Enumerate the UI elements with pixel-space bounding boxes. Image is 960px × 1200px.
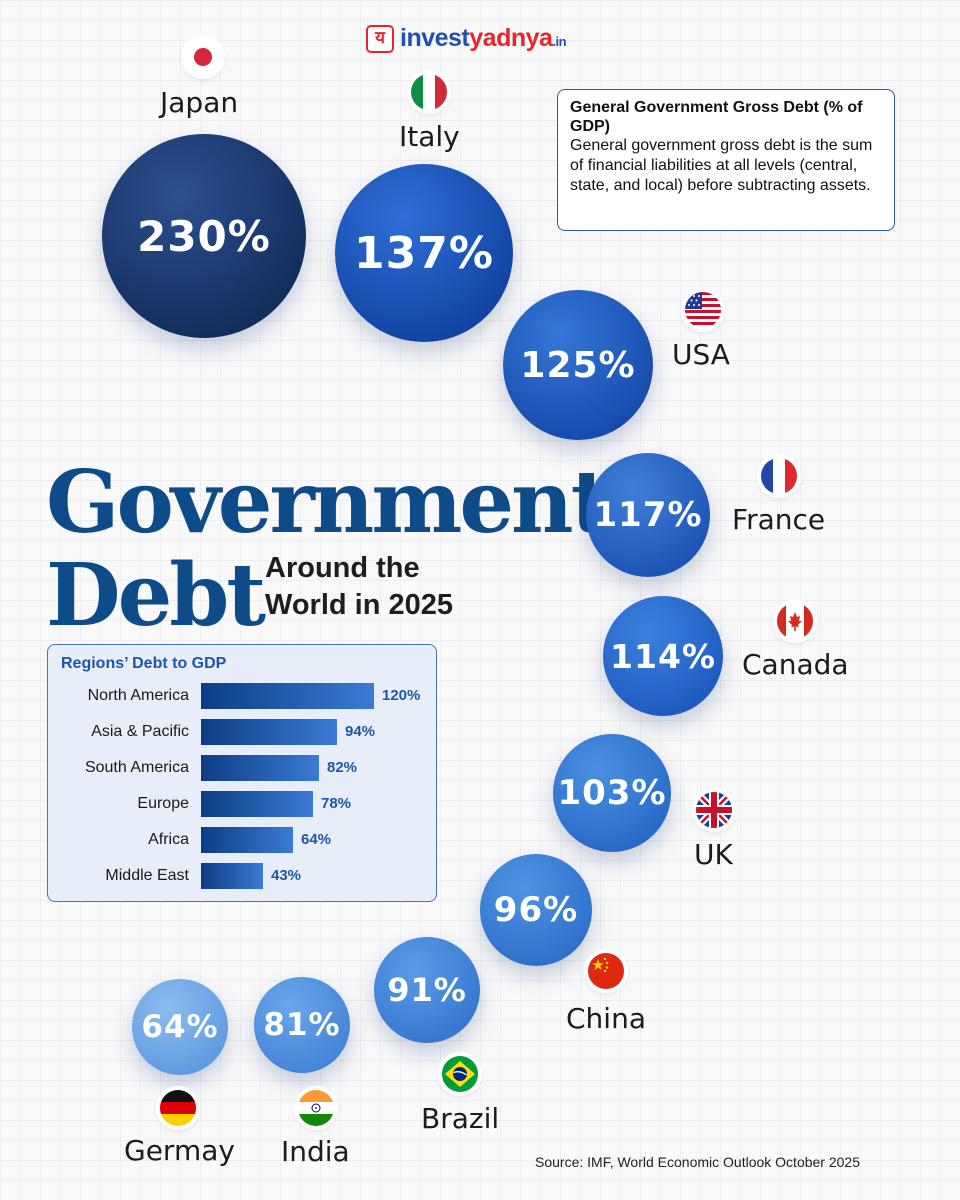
bar-row: Asia & Pacific 94% bbox=[48, 719, 436, 745]
italy-flag-icon bbox=[411, 74, 447, 110]
bar-row: Europe 78% bbox=[48, 791, 436, 817]
logo-text-suffix: .in bbox=[552, 34, 567, 49]
bar-value-label: 120% bbox=[382, 687, 421, 704]
bar-africa bbox=[201, 827, 293, 853]
bubble-canada: 114% bbox=[603, 596, 723, 716]
uk-flag-icon bbox=[696, 792, 732, 828]
bubble-value-india: 81% bbox=[263, 1007, 341, 1043]
bar-row: North America 120% bbox=[48, 683, 436, 709]
headline-subtitle: Around the World in 2025 bbox=[265, 552, 454, 621]
bar-row: Africa 64% bbox=[48, 827, 436, 853]
country-label-brazil: Brazil bbox=[421, 1102, 500, 1135]
bar-value-label: 94% bbox=[345, 723, 376, 740]
bar-north-america bbox=[201, 683, 374, 709]
bubble-india: 81% bbox=[254, 977, 350, 1073]
bubble-china: 96% bbox=[480, 854, 592, 966]
brand-logo: य investyadnya.in bbox=[366, 24, 567, 53]
source-note: Source: IMF, World Economic Outlook Octo… bbox=[535, 1154, 860, 1170]
bubble-value-canada: 114% bbox=[610, 636, 716, 676]
bar-value-label: 82% bbox=[327, 759, 358, 776]
definition-title: General Government Gross Debt (% of GDP) bbox=[570, 99, 863, 135]
definition-body: General government gross debt is the sum… bbox=[570, 137, 873, 194]
bar-category-label: Europe bbox=[137, 795, 189, 812]
bubble-value-uk: 103% bbox=[557, 773, 667, 813]
china-flag-icon bbox=[588, 953, 624, 989]
logo-mark-glyph: य bbox=[375, 28, 385, 48]
bar-europe bbox=[201, 791, 313, 817]
bubble-value-germay: 64% bbox=[141, 1009, 219, 1045]
country-label-india: India bbox=[281, 1135, 350, 1168]
bubble-value-france: 117% bbox=[593, 495, 703, 535]
bar-category-label: Africa bbox=[148, 831, 189, 848]
bar-value-label: 78% bbox=[321, 795, 352, 812]
country-label-canada: Canada bbox=[742, 648, 849, 681]
country-label-germay: Germay bbox=[124, 1134, 235, 1167]
logo-wordmark: investyadnya.in bbox=[400, 24, 567, 53]
bar-asia-pacific bbox=[201, 719, 337, 745]
bar-category-label: Asia & Pacific bbox=[91, 723, 189, 740]
brazil-flag-icon bbox=[442, 1056, 478, 1092]
germany-flag-icon bbox=[160, 1090, 196, 1126]
headline-line-2: Debt bbox=[46, 545, 266, 646]
bubble-value-usa: 125% bbox=[520, 344, 636, 386]
bar-row: Middle East 43% bbox=[48, 863, 436, 889]
bubble-value-china: 96% bbox=[493, 890, 579, 930]
definition-box: General Government Gross Debt (% of GDP)… bbox=[557, 89, 895, 231]
bar-category-label: Middle East bbox=[105, 867, 189, 884]
bar-category-label: South America bbox=[84, 759, 189, 776]
usa-flag-icon bbox=[685, 292, 721, 328]
country-label-france: France bbox=[732, 503, 826, 536]
bubble-brazil: 91% bbox=[374, 937, 480, 1043]
regional-debt-panel: Regions’ Debt to GDP North America 120% As… bbox=[47, 644, 437, 902]
logo-text-yadnya: yadnya bbox=[469, 24, 553, 52]
country-label-italy: Italy bbox=[399, 120, 460, 153]
country-label-japan: Japan bbox=[160, 86, 239, 119]
bar-south-america bbox=[201, 755, 319, 781]
bar-value-label: 64% bbox=[301, 831, 332, 848]
country-label-uk: UK bbox=[694, 838, 733, 871]
japan-flag-icon bbox=[185, 39, 221, 75]
india-flag-icon bbox=[298, 1090, 334, 1126]
bubble-usa: 125% bbox=[503, 290, 653, 440]
bubble-germay: 64% bbox=[132, 979, 228, 1075]
bubble-italy: 137% bbox=[335, 164, 513, 342]
country-label-china: China bbox=[566, 1002, 646, 1035]
canada-flag-icon bbox=[777, 603, 813, 639]
bubble-value-brazil: 91% bbox=[387, 971, 467, 1009]
country-label-usa: USA bbox=[672, 338, 730, 371]
logo-text-invest: invest bbox=[400, 24, 470, 52]
bubble-value-italy: 137% bbox=[354, 227, 494, 279]
logo-mark-icon: य bbox=[366, 24, 394, 53]
bar-row: South America 82% bbox=[48, 755, 436, 781]
france-flag-icon bbox=[761, 458, 797, 494]
headline-line-1: Government bbox=[46, 452, 610, 553]
bubble-value-japan: 230% bbox=[137, 211, 271, 261]
bubble-japan: 230% bbox=[102, 134, 306, 338]
bar-category-label: North America bbox=[87, 687, 189, 704]
bubble-france: 117% bbox=[586, 453, 710, 577]
bubble-uk: 103% bbox=[553, 734, 671, 852]
regional-chart-title: Regions’ Debt to GDP bbox=[61, 655, 227, 672]
bar-middle-east bbox=[201, 863, 263, 889]
bar-value-label: 43% bbox=[271, 867, 302, 884]
